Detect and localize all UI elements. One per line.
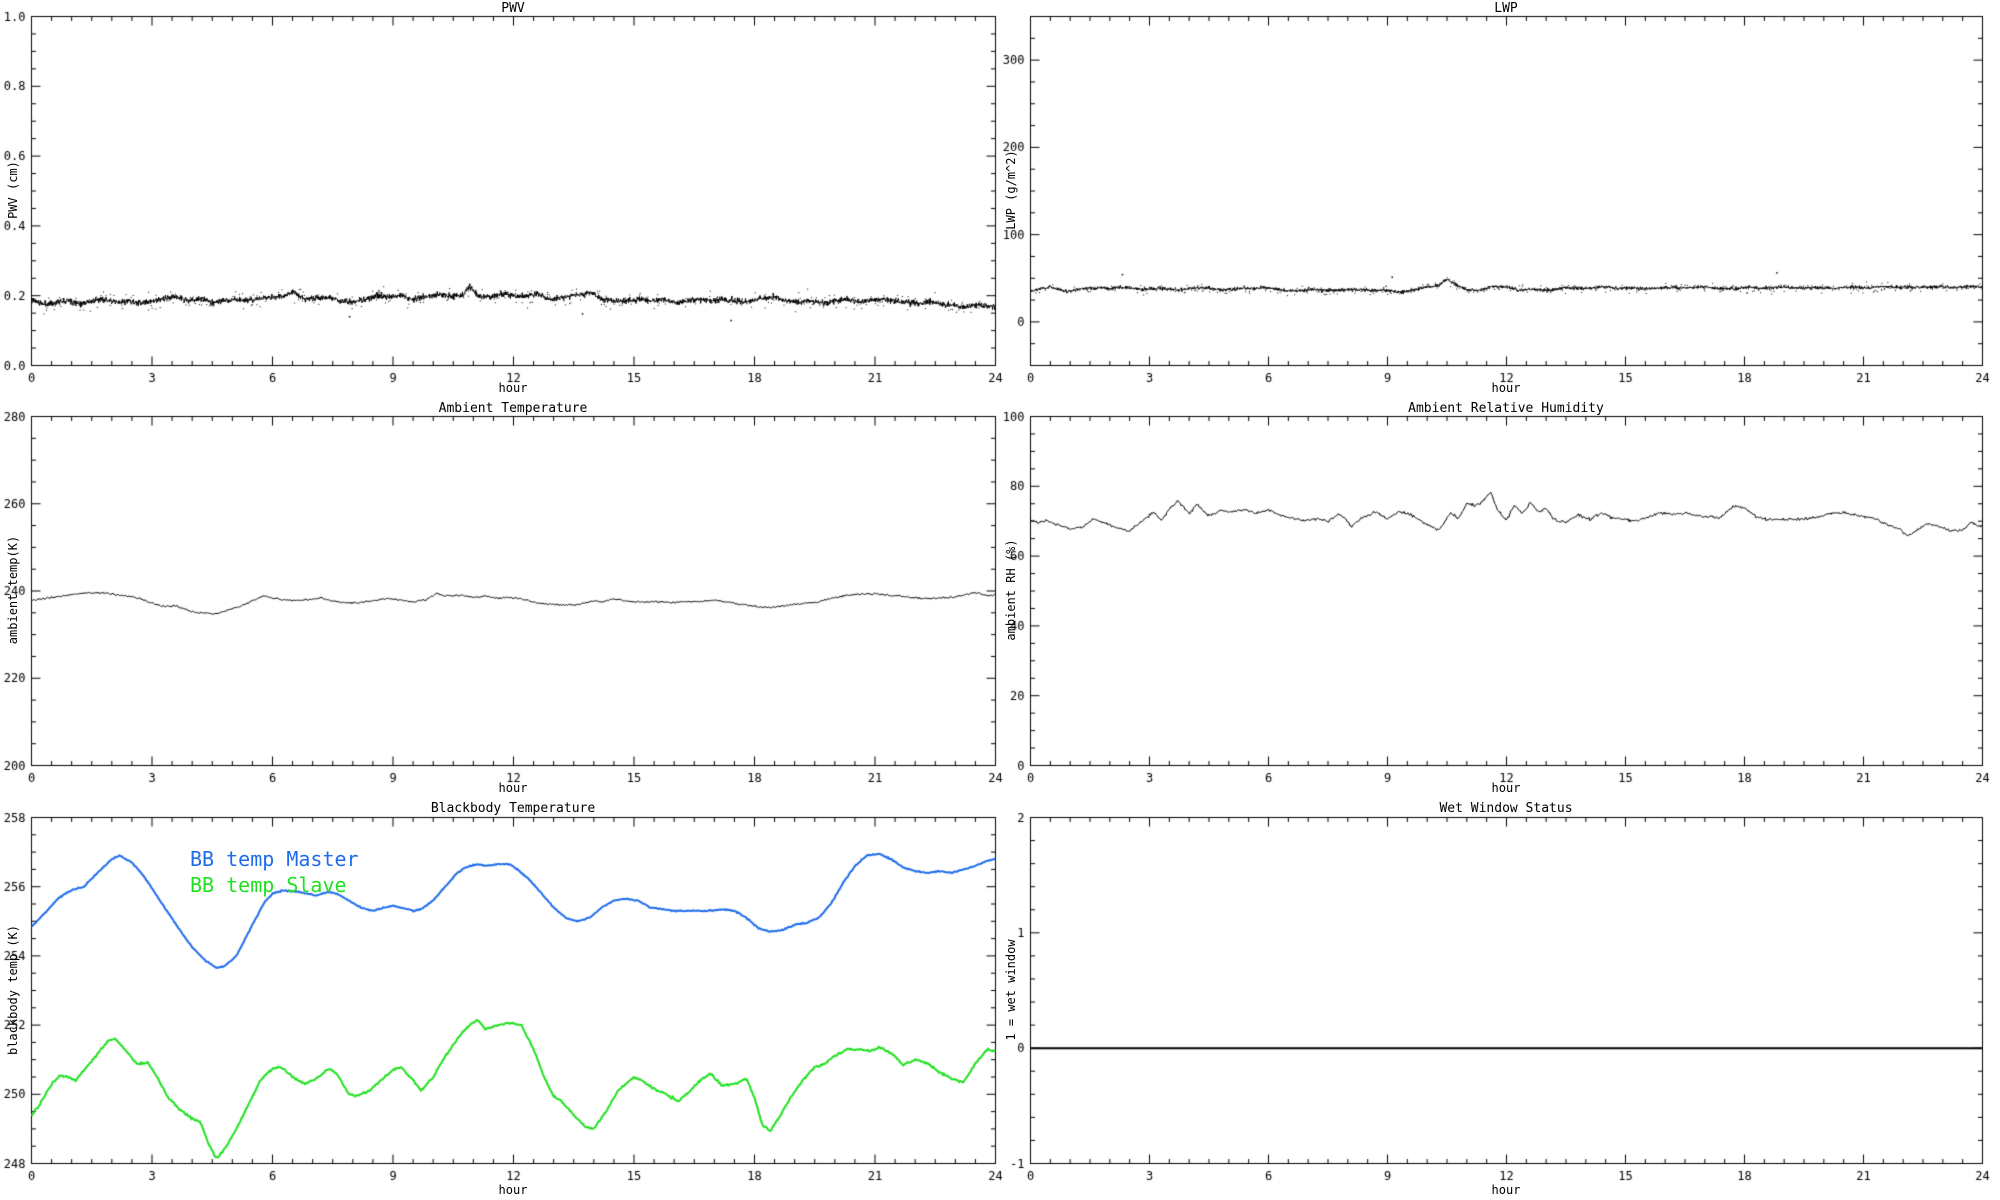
radiometer-daily-plots: PWV PWV (cm) hour LWP LWP (g/m^2) hour A… xyxy=(0,0,2000,1200)
plots-canvas xyxy=(0,0,2000,1200)
